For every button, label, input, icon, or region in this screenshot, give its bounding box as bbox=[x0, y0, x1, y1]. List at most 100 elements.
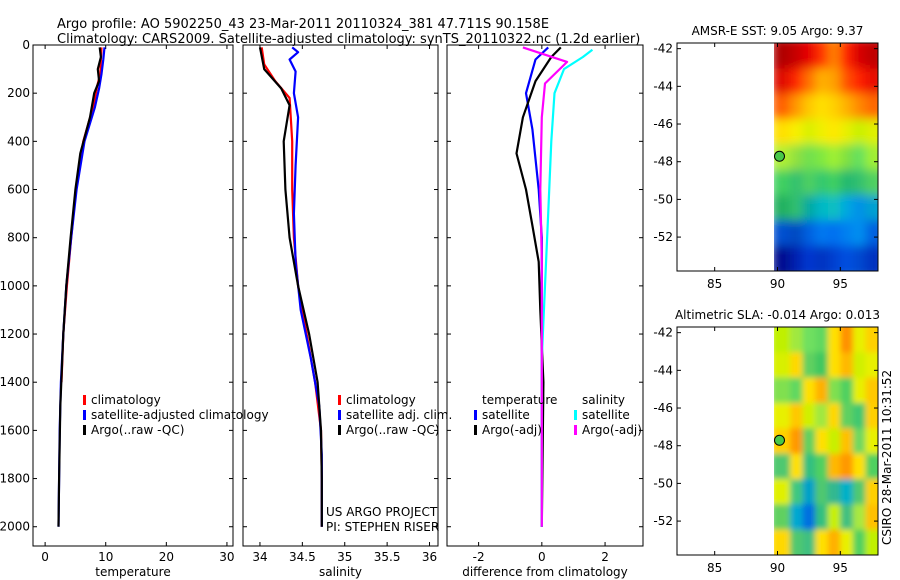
map-title: AMSR-E SST: 9.05 Argo: 9.37 bbox=[692, 24, 864, 38]
map-cell bbox=[774, 220, 793, 247]
map-cell bbox=[865, 195, 878, 222]
map-cell bbox=[865, 479, 878, 506]
map-cell bbox=[802, 504, 817, 531]
map-cell bbox=[852, 220, 867, 247]
map-cell bbox=[790, 352, 804, 379]
map-cell bbox=[774, 43, 793, 71]
y-tick-label: -42 bbox=[653, 326, 673, 340]
x-tick-label: 2 bbox=[601, 550, 609, 564]
map-cell bbox=[840, 169, 854, 196]
map-cell bbox=[865, 68, 878, 95]
map-cell bbox=[774, 119, 793, 146]
series-line bbox=[540, 48, 594, 527]
x-tick-label: -2 bbox=[473, 550, 485, 564]
map-cell bbox=[815, 377, 829, 404]
map-cell bbox=[790, 43, 804, 71]
x-tick-label: 85 bbox=[707, 561, 722, 575]
map-cell bbox=[840, 327, 854, 355]
series-line bbox=[288, 46, 323, 527]
y-tick-label: 2000 bbox=[0, 520, 30, 534]
map-cell bbox=[790, 377, 804, 404]
legend-heading: salinity bbox=[582, 393, 625, 407]
map-cell bbox=[815, 43, 829, 71]
map-cell bbox=[815, 68, 829, 95]
map-cell bbox=[827, 119, 842, 146]
map-cell bbox=[815, 403, 829, 430]
map-cell bbox=[852, 377, 867, 404]
map-cell bbox=[852, 169, 867, 196]
map-cell bbox=[790, 504, 804, 531]
y-tick-label: 400 bbox=[7, 134, 30, 148]
map-cell bbox=[802, 169, 817, 196]
y-tick-label: 600 bbox=[7, 183, 30, 197]
map-cell bbox=[827, 144, 842, 171]
map-cell bbox=[815, 504, 829, 531]
axes-frame bbox=[242, 44, 439, 547]
map-cell bbox=[840, 352, 854, 379]
map-cell bbox=[774, 195, 793, 222]
map-cell bbox=[815, 529, 829, 555]
y-tick-label: 1400 bbox=[0, 375, 30, 389]
x-tick-label: 36 bbox=[422, 550, 437, 564]
map-cell bbox=[840, 479, 854, 506]
y-tick-label: -52 bbox=[653, 230, 673, 244]
y-tick-label: -50 bbox=[653, 476, 673, 490]
map-cell bbox=[865, 377, 878, 404]
map-cell bbox=[815, 169, 829, 196]
map-cell bbox=[840, 144, 854, 171]
y-tick-label: 1200 bbox=[0, 327, 30, 341]
map-cell bbox=[852, 68, 867, 95]
map-cell bbox=[802, 245, 817, 271]
map-cell bbox=[840, 220, 854, 247]
map-cell bbox=[852, 352, 867, 379]
map-cell bbox=[852, 93, 867, 120]
x-tick-label: 0 bbox=[41, 550, 49, 564]
legend-swatch bbox=[338, 425, 341, 435]
x-tick-label: 20 bbox=[159, 550, 174, 564]
map-cell bbox=[802, 220, 817, 247]
map-cell bbox=[865, 119, 878, 146]
map-cell bbox=[827, 428, 842, 455]
map-cell bbox=[790, 195, 804, 222]
map-cell bbox=[852, 453, 867, 480]
legend-swatch bbox=[474, 425, 477, 435]
map-cell bbox=[840, 68, 854, 95]
map-cell bbox=[840, 504, 854, 531]
map-cell bbox=[815, 220, 829, 247]
legend-label: Argo(..raw -QC) bbox=[346, 423, 439, 437]
map-cell bbox=[827, 479, 842, 506]
map-cell bbox=[827, 220, 842, 247]
map-field bbox=[774, 43, 878, 271]
map-cell bbox=[840, 245, 854, 271]
map-cell bbox=[802, 93, 817, 120]
map-cell bbox=[802, 428, 817, 455]
map-cell bbox=[802, 195, 817, 222]
title-line-2: Climatology: CARS2009. Satellite-adjuste… bbox=[57, 32, 640, 47]
map-cell bbox=[790, 93, 804, 120]
map-cell bbox=[802, 403, 817, 430]
map-cell bbox=[802, 453, 817, 480]
map-cell bbox=[774, 453, 793, 480]
map-cell bbox=[852, 479, 867, 506]
map-field-smooth bbox=[774, 327, 878, 555]
side-timestamp: CSIRO 28-Mar-2011 10:31:52 bbox=[880, 370, 894, 545]
legend-label: Argo(..raw -QC) bbox=[91, 423, 184, 437]
legend-swatch bbox=[83, 410, 86, 420]
map-cell bbox=[774, 529, 793, 555]
x-axis-label: difference from climatology bbox=[462, 565, 628, 579]
map-cell bbox=[802, 43, 817, 71]
map-cell bbox=[774, 479, 793, 506]
y-tick-label: -46 bbox=[653, 117, 673, 131]
map-cell bbox=[774, 403, 793, 430]
map-cell bbox=[865, 504, 878, 531]
map-cell bbox=[852, 144, 867, 171]
legend-swatch bbox=[83, 425, 86, 435]
legend-label: climatology bbox=[346, 393, 416, 407]
map-cell bbox=[827, 93, 842, 120]
series-line bbox=[258, 47, 323, 527]
series-line bbox=[60, 47, 103, 383]
map-cell bbox=[865, 529, 878, 555]
map-cell bbox=[815, 327, 829, 355]
